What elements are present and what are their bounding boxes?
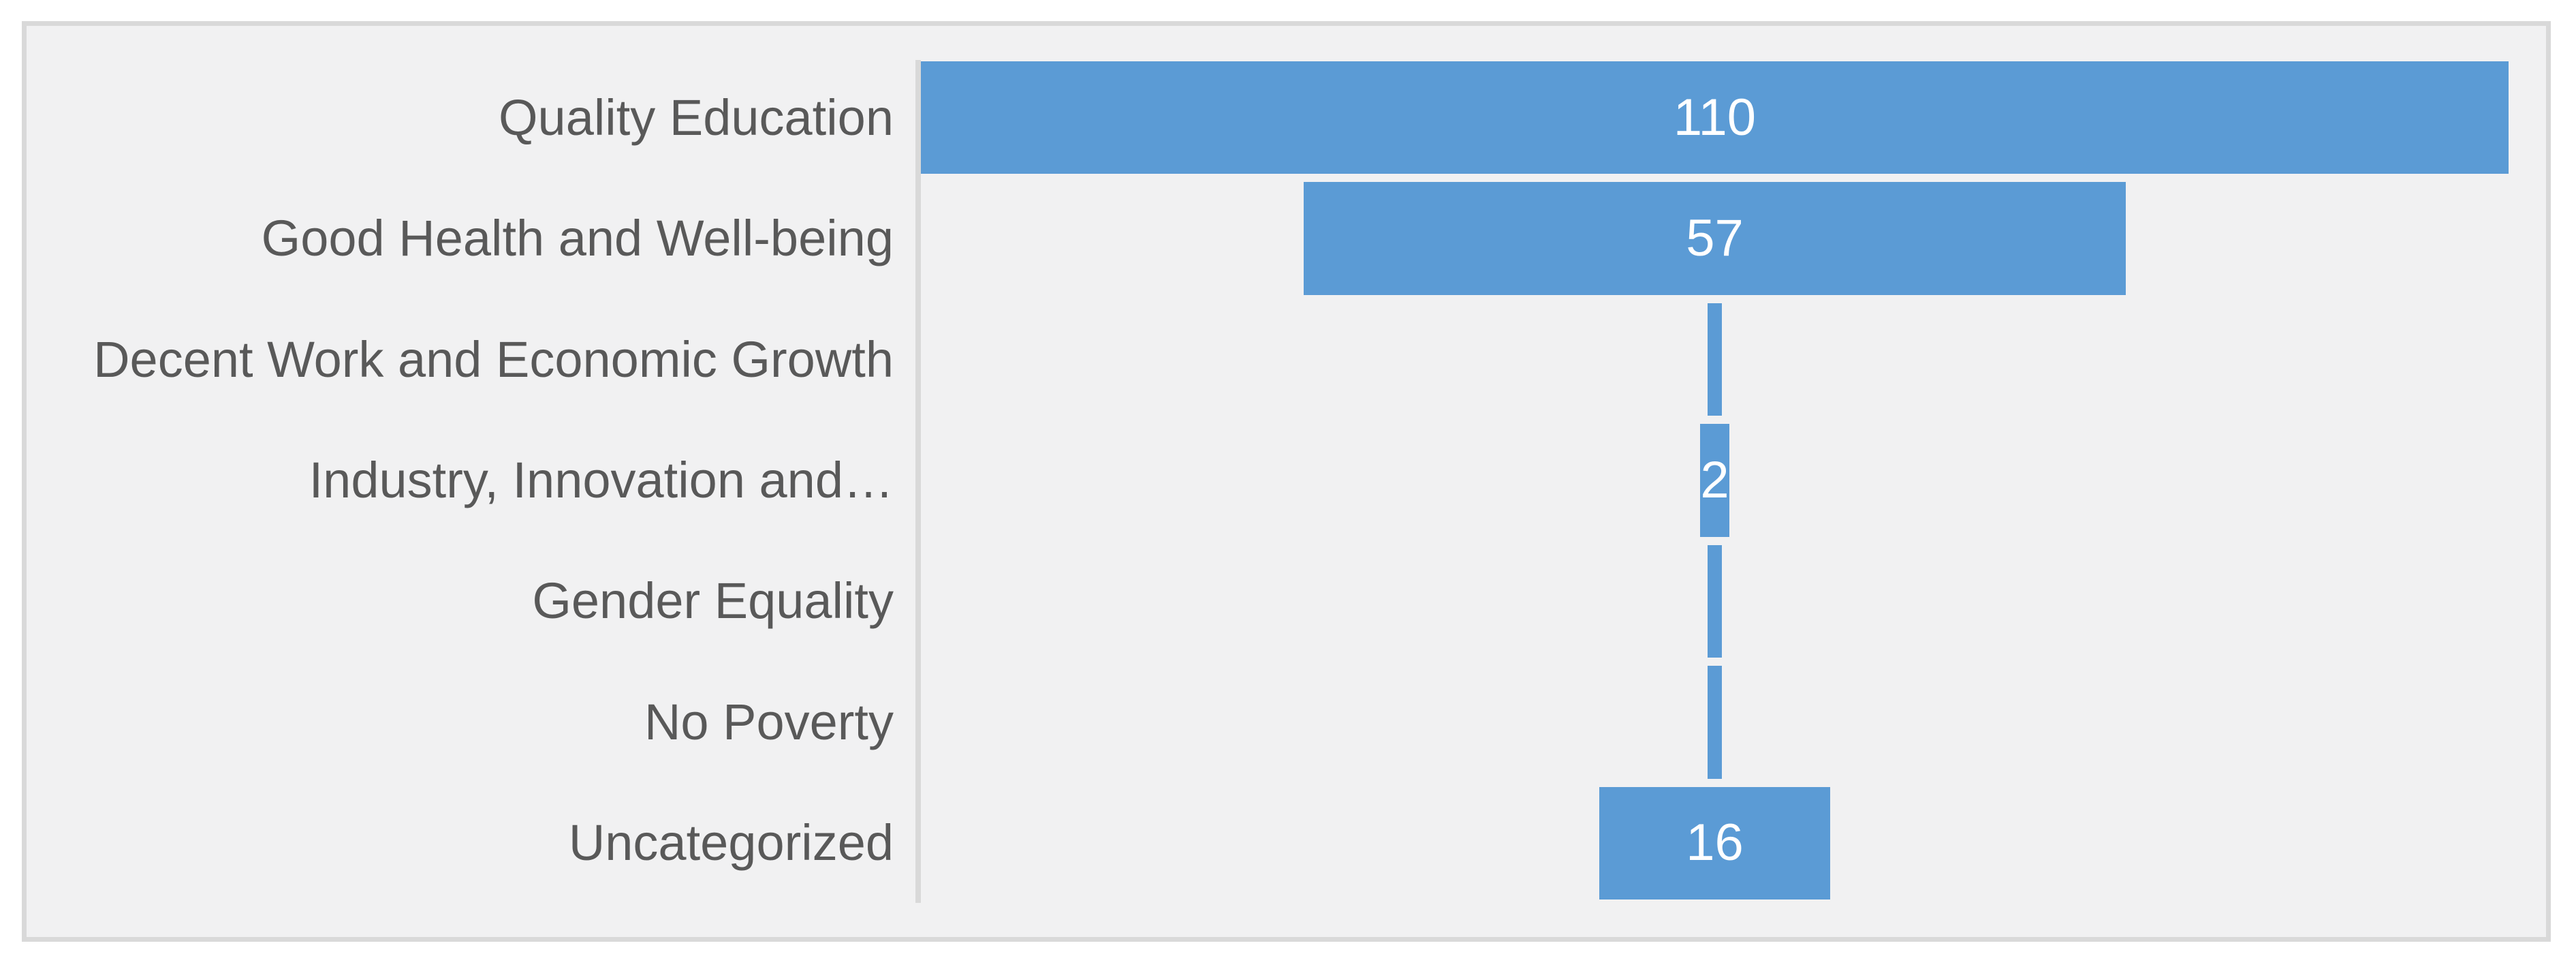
funnel-bar: 57 bbox=[1303, 182, 2126, 295]
chart-frame: Quality Education 110 Good Health and Well… bbox=[22, 21, 2551, 942]
chart-row: Gender Equality bbox=[27, 544, 2546, 658]
category-label: Good Health and Well-being bbox=[261, 210, 894, 267]
funnel-bar bbox=[1707, 544, 1723, 658]
data-label: 110 bbox=[1673, 88, 1757, 147]
category-label: Industry, Innovation and… bbox=[309, 451, 894, 508]
bar-track bbox=[921, 303, 2509, 416]
data-label: 2 bbox=[1700, 450, 1729, 509]
category-label: Gender Equality bbox=[532, 572, 894, 630]
chart-row: Uncategorized 16 bbox=[27, 786, 2546, 899]
funnel-bar: 2 bbox=[1700, 424, 1729, 537]
chart-rows: Quality Education 110 Good Health and Well… bbox=[27, 61, 2546, 899]
funnel-bar bbox=[1707, 666, 1723, 779]
chart-row: Good Health and Well-being 57 bbox=[27, 182, 2546, 295]
bar-track bbox=[921, 666, 2509, 779]
category-label: No Poverty bbox=[644, 693, 894, 750]
funnel-bar bbox=[1707, 303, 1723, 416]
bar-track: 57 bbox=[921, 182, 2509, 295]
chart-row: Quality Education 110 bbox=[27, 61, 2546, 174]
chart-row: No Poverty bbox=[27, 666, 2546, 779]
data-label: 57 bbox=[1686, 209, 1744, 268]
bar-track: 16 bbox=[921, 786, 2509, 899]
category-label: Uncategorized bbox=[568, 814, 894, 872]
category-axis-line bbox=[915, 60, 921, 903]
bar-track: 2 bbox=[921, 424, 2509, 537]
data-label: 16 bbox=[1686, 814, 1744, 872]
category-label: Quality Education bbox=[498, 89, 894, 146]
chart-row: Decent Work and Economic Growth bbox=[27, 303, 2546, 416]
bar-track: 110 bbox=[921, 61, 2509, 174]
funnel-bar: 110 bbox=[921, 61, 2509, 174]
funnel-bar: 16 bbox=[1599, 786, 1831, 899]
chart-row: Industry, Innovation and… 2 bbox=[27, 424, 2546, 537]
bar-track bbox=[921, 544, 2509, 658]
category-label: Decent Work and Economic Growth bbox=[93, 330, 894, 388]
